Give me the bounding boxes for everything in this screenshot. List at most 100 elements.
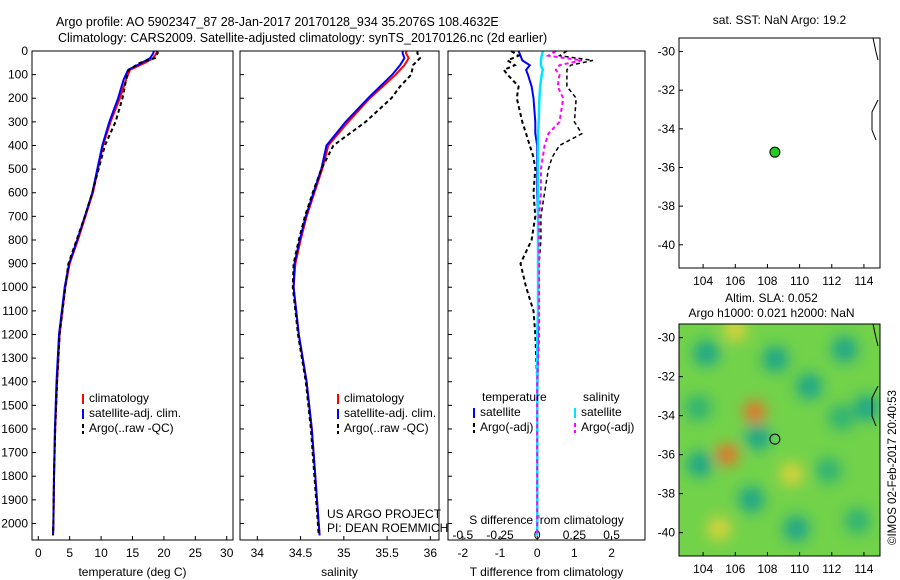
sla-blob xyxy=(783,515,810,542)
imos-watermark: ©IMOS 02-Feb-2017 20:40:53 xyxy=(887,390,899,545)
x-tick-label: 0 xyxy=(35,546,42,560)
salinity-legend-1-label: climatology xyxy=(344,391,404,405)
x-tick-label: -1 xyxy=(495,546,506,560)
y-tick-label: 1000 xyxy=(1,280,28,294)
sla-map-title-1: Altim. SLA: 0.052 xyxy=(725,291,818,305)
y-tick-label: -36 xyxy=(658,160,676,174)
sla-blob xyxy=(844,507,871,534)
top-tick-label: -0.5 xyxy=(453,528,474,542)
salinity-panel: 34 34.5 35 35.5 36 salinity climatologysatelli… xyxy=(240,50,448,579)
x-tick-label: 30 xyxy=(220,546,234,560)
x-tick-label: 106 xyxy=(725,274,745,288)
salinity-series-3 xyxy=(291,51,422,536)
y-tick-label: 600 xyxy=(8,186,28,200)
x-tick-label: 35.5 xyxy=(375,546,399,560)
sst-map-panel: sat. SST: NaN Argo: 19.2 -30 -32 -34 -36 -38 -… xyxy=(658,13,879,288)
y-tick-label: 1200 xyxy=(1,327,28,341)
x-tick-label: 112 xyxy=(822,274,841,288)
pi-annotation: PI: DEAN ROEMMICH xyxy=(327,521,448,535)
sla-blob xyxy=(854,394,880,421)
difference-xlabel: T difference from climatology xyxy=(470,565,624,579)
x-tick-label: 34 xyxy=(251,546,265,560)
sla-blob xyxy=(693,340,720,367)
y-tick-label: 1400 xyxy=(1,375,28,389)
y-tick-label: 1500 xyxy=(1,398,28,412)
salinity-legend-3-label: Argo(..raw -QC) xyxy=(344,421,429,435)
difference-series-2 xyxy=(502,50,539,536)
y-tick-label: -38 xyxy=(658,487,676,501)
diff-legend-temp-title: temperature xyxy=(482,390,547,404)
coastline xyxy=(871,37,879,141)
diff-legend-sal-argo-label: Argo(-adj) xyxy=(581,420,634,434)
project-annotation: US ARGO PROJECT xyxy=(327,507,442,521)
sla-blob xyxy=(815,457,842,484)
sla-blob xyxy=(796,373,823,400)
top-tick-label: -0.25 xyxy=(486,528,514,542)
top-tick-label: 0.25 xyxy=(563,528,587,542)
temperature-legend-2-label: satellite-adj. clim. xyxy=(89,406,181,420)
temperature-frame xyxy=(31,50,234,541)
x-tick-label: 36 xyxy=(424,546,438,560)
y-tick-label: -34 xyxy=(658,122,676,136)
sla-map-title-2: Argo h1000: 0.021 h2000: NaN xyxy=(688,306,854,320)
y-tick-label: 700 xyxy=(8,209,28,223)
x-tick-label: 25 xyxy=(189,546,203,560)
sla-blob xyxy=(707,516,732,541)
diff-legend-temp-sat-label: satellite xyxy=(480,405,521,419)
difference-series-3 xyxy=(535,50,545,536)
x-tick-label: 2 xyxy=(608,546,615,560)
y-tick-label: 1700 xyxy=(1,446,28,460)
x-tick-label: 108 xyxy=(757,562,777,576)
y-tick-label: 200 xyxy=(8,91,28,105)
y-tick-label: 1900 xyxy=(1,493,28,507)
x-tick-label: 5 xyxy=(66,546,73,560)
y-tick-label: -36 xyxy=(658,448,676,462)
y-tick-label: -32 xyxy=(658,370,676,384)
y-tick-label: 0 xyxy=(21,44,28,58)
argo-float-marker xyxy=(769,433,781,445)
temperature-series-2 xyxy=(52,50,155,536)
x-tick-label: 110 xyxy=(790,274,809,288)
difference-frame xyxy=(447,50,646,541)
difference-panel: -2 -1 0 1 2-0.5 -0.25 0 0.25 0.5S difference fro… xyxy=(448,50,634,579)
sla-blob xyxy=(723,324,748,342)
y-tick-label: 1300 xyxy=(1,351,28,365)
x-tick-label: 114 xyxy=(854,274,873,288)
y-tick-label: 1600 xyxy=(1,422,28,436)
diff-legend-sal-sat-label: satellite xyxy=(581,405,622,419)
salinity-legend-2-label: satellite-adj. clim. xyxy=(344,406,436,420)
salinity-xlabel: salinity xyxy=(321,565,358,579)
sla-blob xyxy=(831,336,858,363)
y-tick-label: -32 xyxy=(658,83,676,97)
sla-blob xyxy=(686,451,713,478)
y-tick-label: 300 xyxy=(8,115,28,129)
y-tick-label: -40 xyxy=(658,526,676,540)
salinity-frame xyxy=(239,50,440,541)
difference-top-label: S difference from climatology xyxy=(469,513,624,527)
top-tick-label: 0.5 xyxy=(603,528,620,542)
sla-blob xyxy=(716,443,739,466)
sla-blob xyxy=(743,400,766,423)
salinity-series-1 xyxy=(292,51,410,536)
x-tick-label: 108 xyxy=(757,274,777,288)
sla-blob xyxy=(828,404,855,431)
salinity-series-2 xyxy=(292,51,406,536)
sla-blob xyxy=(762,346,789,373)
y-tick-label: -38 xyxy=(658,199,676,213)
difference-series-5 xyxy=(536,50,594,536)
x-tick-label: 20 xyxy=(157,546,171,560)
y-tick-label: 900 xyxy=(8,257,28,271)
y-tick-label: 2000 xyxy=(1,516,28,530)
argo-float-marker xyxy=(769,146,781,158)
x-tick-label: 106 xyxy=(725,562,745,576)
sst-map-frame xyxy=(678,37,881,269)
x-tick-label: 114 xyxy=(854,562,873,576)
y-tick-label: 800 xyxy=(8,233,28,247)
temperature-legend-3-label: Argo(..raw -QC) xyxy=(89,421,174,435)
x-tick-label: 104 xyxy=(693,274,713,288)
diff-legend-sal-title: salinity xyxy=(583,390,620,404)
difference-series-4 xyxy=(536,50,583,536)
difference-series-1 xyxy=(517,50,540,536)
y-tick-label: -40 xyxy=(658,238,676,252)
